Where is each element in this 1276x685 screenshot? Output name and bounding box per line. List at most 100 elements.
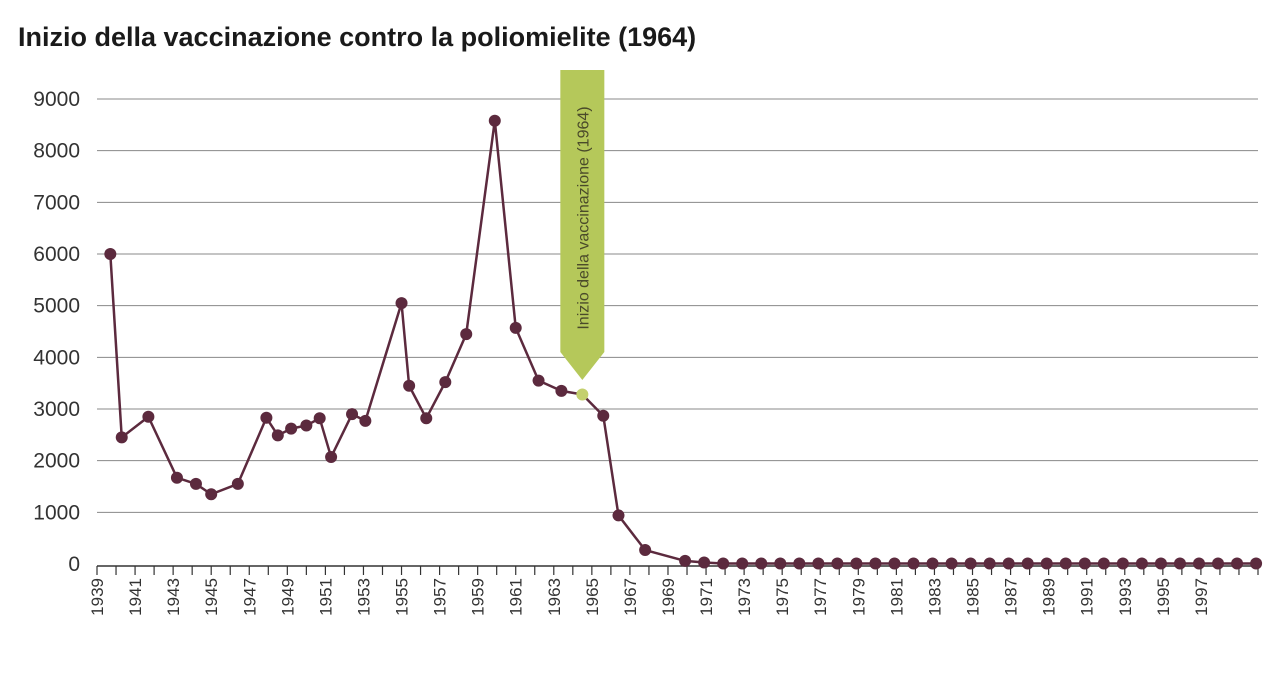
data-point	[831, 557, 844, 570]
data-point	[698, 556, 711, 569]
data-point	[1231, 557, 1244, 570]
data-point	[532, 374, 545, 387]
x-tick-label: 1939	[88, 578, 107, 616]
y-tick-label: 7000	[33, 191, 80, 214]
x-tick-label: 1949	[278, 578, 297, 616]
data-point	[1173, 557, 1186, 570]
data-point	[142, 410, 155, 423]
data-point	[488, 114, 501, 127]
data-point	[597, 409, 610, 422]
series-line	[109, 119, 1257, 565]
x-tick-label: 1945	[202, 578, 221, 616]
highlight-point	[576, 388, 589, 401]
data-point	[325, 451, 338, 464]
data-point	[717, 557, 730, 570]
x-tick-label: 1973	[735, 578, 754, 616]
data-point	[888, 557, 901, 570]
chart-title: Inizio della vaccinazione contro la poli…	[18, 22, 697, 52]
data-point	[420, 412, 433, 425]
data-point	[1212, 557, 1225, 570]
x-tick-label: 1979	[849, 578, 868, 616]
data-point	[439, 376, 452, 389]
data-point	[926, 557, 939, 570]
data-point	[945, 557, 958, 570]
y-tick-label: 8000	[33, 140, 80, 163]
x-tick-label: 1963	[545, 578, 564, 616]
data-point	[1002, 557, 1015, 570]
data-point	[260, 411, 273, 424]
x-tick-label: 1969	[659, 578, 678, 616]
y-tick-label: 5000	[33, 295, 80, 318]
data-point	[170, 471, 183, 484]
data-point	[612, 509, 625, 522]
data-point	[231, 477, 244, 490]
data-point	[509, 321, 522, 334]
data-point	[1059, 557, 1072, 570]
x-tick-label: 1961	[507, 578, 526, 616]
x-tick-label: 1983	[925, 578, 944, 616]
y-tick-label: 6000	[33, 243, 80, 266]
data-point	[736, 557, 749, 570]
x-tick-label: 1997	[1192, 578, 1211, 616]
data-point	[115, 431, 128, 444]
x-tick-label: 1993	[1116, 578, 1135, 616]
x-tick-label: 1971	[697, 578, 716, 616]
data-point	[812, 557, 825, 570]
data-point	[755, 557, 768, 570]
data-point	[1116, 557, 1129, 570]
x-tick-label: 1957	[431, 578, 450, 616]
data-point	[104, 248, 117, 260]
x-tick-label: 1975	[773, 578, 792, 616]
annotation-flag	[560, 70, 605, 380]
data-point	[1097, 557, 1110, 570]
x-tick-label: 1991	[1078, 578, 1097, 616]
data-point	[313, 412, 326, 425]
x-tick-label: 1985	[964, 578, 983, 616]
data-point	[907, 557, 920, 570]
data-point	[1135, 557, 1148, 570]
data-point	[1154, 557, 1167, 570]
data-point	[1021, 557, 1034, 570]
data-point	[346, 408, 359, 421]
y-tick-label: 3000	[33, 398, 80, 421]
data-point	[850, 557, 863, 570]
x-tick-label: 1947	[240, 578, 259, 616]
y-tick-label: 0	[68, 553, 80, 576]
data-point	[964, 557, 977, 570]
annotation-label: Inizio della vaccinazione (1964)	[575, 106, 592, 329]
data-point	[639, 544, 652, 557]
data-point	[359, 414, 372, 427]
data-point	[679, 554, 692, 567]
y-tick-label: 9000	[33, 88, 80, 111]
data-point	[271, 429, 284, 442]
data-point	[869, 557, 882, 570]
x-tick-label: 1951	[316, 578, 335, 616]
y-tick-label: 4000	[33, 346, 80, 369]
x-tick-label: 1941	[126, 578, 145, 616]
data-point	[774, 557, 787, 570]
x-tick-label: 1943	[164, 578, 183, 616]
y-tick-label: 2000	[33, 450, 80, 473]
x-tick-label: 1981	[887, 578, 906, 616]
x-tick-label: 1955	[393, 578, 412, 616]
data-point	[1250, 557, 1263, 570]
data-point	[1040, 557, 1053, 570]
data-point	[1078, 557, 1091, 570]
data-point	[300, 419, 313, 432]
x-tick-label: 1953	[354, 578, 373, 616]
data-point	[555, 384, 568, 397]
x-tick-label: 1987	[1002, 578, 1021, 616]
data-point	[395, 297, 408, 310]
y-tick-label: 1000	[33, 501, 80, 524]
x-tick-label: 1989	[1040, 578, 1059, 616]
x-tick-label: 1967	[621, 578, 640, 616]
data-point	[205, 488, 218, 501]
data-point	[983, 557, 996, 570]
data-point	[460, 328, 473, 341]
data-point	[1192, 557, 1205, 570]
data-point	[189, 477, 202, 490]
data-point	[403, 379, 416, 392]
x-tick-label: 1965	[583, 578, 602, 616]
data-point	[285, 422, 298, 435]
